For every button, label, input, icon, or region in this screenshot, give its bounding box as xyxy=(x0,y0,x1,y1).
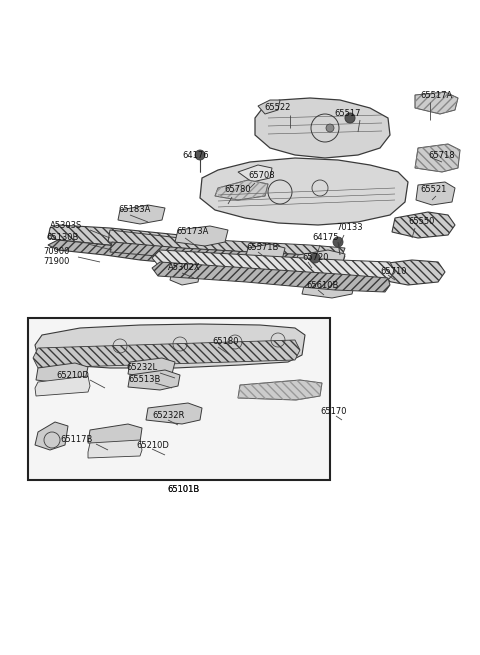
Text: 70133: 70133 xyxy=(336,223,362,233)
Text: 65183A: 65183A xyxy=(118,206,150,214)
Text: 65101B: 65101B xyxy=(168,485,200,495)
Circle shape xyxy=(195,150,205,160)
Circle shape xyxy=(345,113,355,123)
Text: 65180: 65180 xyxy=(212,337,239,346)
Text: 65522: 65522 xyxy=(265,103,291,113)
Polygon shape xyxy=(152,262,390,292)
Polygon shape xyxy=(110,242,345,264)
Text: 65117B: 65117B xyxy=(60,436,92,445)
Text: 65101B: 65101B xyxy=(168,485,200,495)
Text: 65610B: 65610B xyxy=(306,280,338,290)
Polygon shape xyxy=(33,340,300,368)
Text: 65517: 65517 xyxy=(335,109,361,117)
Text: 65718: 65718 xyxy=(428,151,455,160)
Polygon shape xyxy=(415,144,460,172)
Text: A5302X: A5302X xyxy=(168,263,201,272)
Text: 65173A: 65173A xyxy=(176,227,208,236)
Polygon shape xyxy=(128,370,180,390)
Polygon shape xyxy=(215,180,268,200)
Circle shape xyxy=(310,253,320,263)
Polygon shape xyxy=(392,212,455,238)
Polygon shape xyxy=(35,324,305,368)
Text: 65232L: 65232L xyxy=(126,364,157,373)
Polygon shape xyxy=(146,403,202,424)
Polygon shape xyxy=(415,92,458,114)
Text: 65232R: 65232R xyxy=(152,411,184,419)
Text: 65710: 65710 xyxy=(380,267,407,276)
Polygon shape xyxy=(200,158,408,225)
Text: 65720: 65720 xyxy=(302,253,328,263)
Text: 70900: 70900 xyxy=(43,248,70,257)
Text: 65521: 65521 xyxy=(420,185,446,195)
Text: 65210D: 65210D xyxy=(56,371,89,379)
Text: 65550: 65550 xyxy=(408,217,434,227)
Polygon shape xyxy=(238,380,322,400)
Text: 64176: 64176 xyxy=(183,151,209,160)
Text: 65780: 65780 xyxy=(224,185,251,195)
Text: 65513B: 65513B xyxy=(128,375,160,384)
Polygon shape xyxy=(128,358,175,378)
Circle shape xyxy=(333,237,343,247)
Text: 64175: 64175 xyxy=(312,233,338,242)
Polygon shape xyxy=(295,250,345,270)
Text: 65517A: 65517A xyxy=(420,90,452,100)
Polygon shape xyxy=(35,422,68,450)
Polygon shape xyxy=(370,260,445,285)
Bar xyxy=(28,318,330,480)
Polygon shape xyxy=(35,376,90,396)
Polygon shape xyxy=(48,225,195,252)
Text: 65210D: 65210D xyxy=(136,441,169,449)
Polygon shape xyxy=(175,226,228,246)
Text: 65571B: 65571B xyxy=(246,244,278,252)
Text: 65130B: 65130B xyxy=(46,233,78,242)
Text: 65708: 65708 xyxy=(248,172,275,181)
Text: A5303S: A5303S xyxy=(50,221,82,229)
Polygon shape xyxy=(152,250,395,280)
Polygon shape xyxy=(108,230,345,256)
Polygon shape xyxy=(88,440,142,458)
Polygon shape xyxy=(258,100,280,114)
Polygon shape xyxy=(245,244,285,264)
Polygon shape xyxy=(36,363,88,384)
Polygon shape xyxy=(118,205,165,224)
Text: 71900: 71900 xyxy=(43,257,70,267)
Polygon shape xyxy=(88,424,142,446)
Polygon shape xyxy=(170,268,200,285)
Circle shape xyxy=(326,124,334,132)
Polygon shape xyxy=(48,240,192,263)
Polygon shape xyxy=(238,165,272,182)
Text: 65170: 65170 xyxy=(320,407,347,417)
Polygon shape xyxy=(302,278,355,298)
Polygon shape xyxy=(255,98,390,158)
Polygon shape xyxy=(416,182,455,205)
